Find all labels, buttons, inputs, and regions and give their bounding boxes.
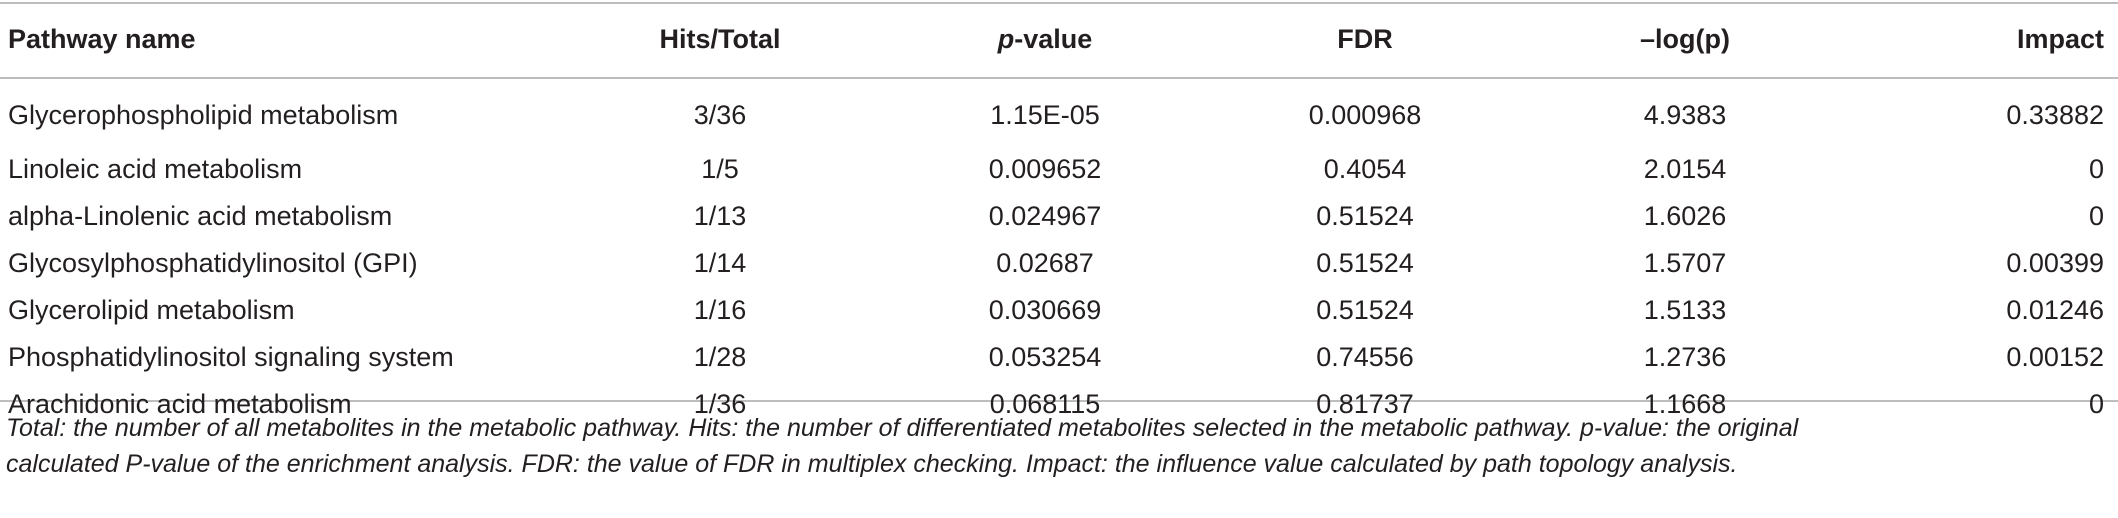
table-row: Linoleic acid metabolism 1/5 0.009652 0.…: [0, 146, 2118, 193]
table-row: Glycerolipid metabolism 1/16 0.030669 0.…: [0, 287, 2118, 334]
table-row: Arachidonic acid metabolism 1/36 0.06811…: [0, 381, 2118, 428]
table-row: Phosphatidylinositol signaling system 1/…: [0, 334, 2118, 381]
cell-impact: 0: [2088, 201, 2104, 231]
cell-pathway: Phosphatidylinositol signaling system: [8, 342, 454, 372]
cell-impact: 0: [2088, 154, 2104, 184]
header-fdr: FDR: [1337, 23, 1393, 54]
cell-fdr: 0.51524: [1316, 295, 1414, 325]
cell-neg-log-p: 1.5133: [1643, 295, 1727, 325]
header-pathway-name: Pathway name: [8, 23, 196, 54]
cell-p-value: 0.053254: [988, 342, 1102, 372]
cell-neg-log-p: 1.6026: [1643, 201, 1727, 231]
top-rule: [0, 2, 2118, 4]
cell-pathway: alpha-Linolenic acid metabolism: [8, 201, 393, 231]
header-hits-total: Hits/Total: [659, 23, 781, 54]
cell-pathway: Glycerolipid metabolism: [8, 295, 295, 325]
cell-pathway: Glycerophospholipid metabolism: [8, 99, 399, 130]
cell-hits-total: 1/14: [693, 248, 747, 278]
cell-impact: 0.00399: [2006, 248, 2104, 278]
cell-p-value: 0.024967: [988, 201, 1102, 231]
cell-neg-log-p: 1.1668: [1643, 389, 1727, 419]
cell-hits-total: 1/5: [701, 154, 739, 184]
table-row: Glycerophospholipid metabolism 3/36 1.15…: [0, 78, 2118, 146]
pathway-table: Pathway name Hits/Total p-value FDR –log…: [0, 0, 2118, 428]
header-p-suffix: -value: [1014, 23, 1093, 54]
cell-p-value: 1.15E-05: [990, 99, 1100, 130]
cell-hits-total: 1/28: [693, 342, 747, 372]
cell-fdr: 0.51524: [1316, 201, 1414, 231]
header-neg-log-p: –log(p): [1640, 23, 1730, 54]
cell-fdr: 0.51524: [1316, 248, 1414, 278]
cell-fdr: 0.74556: [1316, 342, 1414, 372]
cell-p-value: 0.068115: [989, 389, 1101, 419]
table-footnote: Total: the number of all metabolites in …: [6, 410, 2106, 482]
cell-p-value: 0.02687: [996, 248, 1094, 278]
cell-pathway: Linoleic acid metabolism: [8, 154, 303, 184]
table-row: alpha-Linolenic acid metabolism 1/13 0.0…: [0, 193, 2118, 240]
header-p-italic: p: [997, 23, 1015, 54]
bottom-rule: [0, 400, 2118, 402]
table-header-row: Pathway name Hits/Total p-value FDR –log…: [0, 0, 2118, 78]
cell-impact: 0.01246: [2006, 295, 2104, 325]
header-rule: [0, 77, 2118, 79]
cell-pathway: Glycosylphosphatidylinositol (GPI): [8, 248, 418, 278]
cell-hits-total: 1/36: [693, 389, 747, 419]
cell-fdr: 0.000968: [1308, 99, 1422, 130]
header-impact: Impact: [2016, 23, 2104, 54]
cell-impact: 0: [2088, 389, 2104, 419]
cell-impact: 0.33882: [2006, 99, 2104, 130]
cell-p-value: 0.009652: [988, 154, 1102, 184]
table-row: Glycosylphosphatidylinositol (GPI) 1/14 …: [0, 240, 2118, 287]
cell-pathway: Arachidonic acid metabolism: [8, 389, 352, 419]
cell-hits-total: 3/36: [693, 99, 747, 130]
cell-neg-log-p: 1.2736: [1643, 342, 1727, 372]
cell-neg-log-p: 4.9383: [1643, 99, 1727, 130]
cell-neg-log-p: 1.5707: [1643, 248, 1727, 278]
cell-fdr: 0.81737: [1316, 389, 1414, 419]
cell-hits-total: 1/16: [693, 295, 747, 325]
cell-hits-total: 1/13: [693, 201, 747, 231]
header-p-value: p-value: [880, 0, 1210, 78]
cell-p-value: 0.030669: [988, 295, 1102, 325]
footnote-line: calculated P-value of the enrichment ana…: [6, 450, 1738, 478]
cell-impact: 0.00152: [2006, 342, 2104, 372]
cell-neg-log-p: 2.0154: [1643, 154, 1727, 184]
footnote-line: Total: the number of all metabolites in …: [6, 414, 1799, 442]
cell-fdr: 0.4054: [1323, 154, 1407, 184]
